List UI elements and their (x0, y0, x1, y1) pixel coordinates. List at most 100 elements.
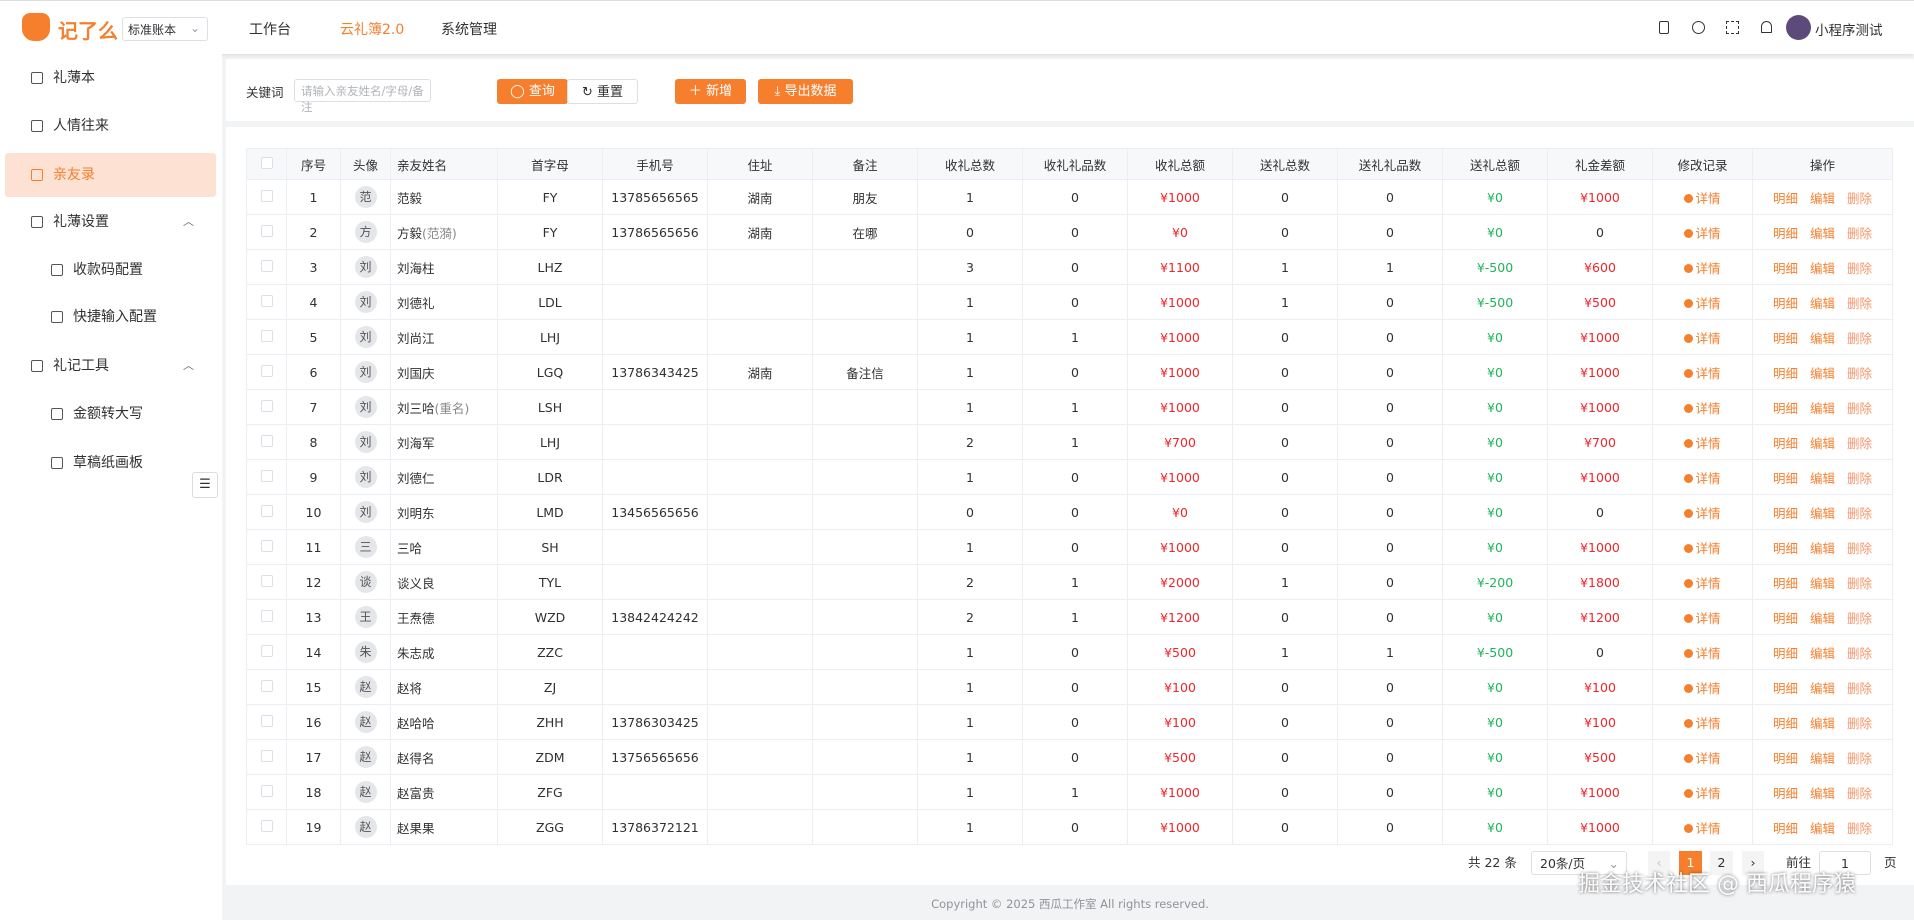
checkbox[interactable] (260, 156, 273, 169)
detail-link[interactable]: 详情 (1695, 785, 1721, 801)
add-button[interactable]: ＋ 新增 (675, 79, 746, 104)
menu-item[interactable]: 快捷输入配置 (5, 295, 216, 339)
action-link[interactable]: 删除 (1847, 645, 1873, 661)
detail-link[interactable]: 详情 (1695, 470, 1721, 486)
menu-item[interactable]: 礼记工具 ︿ (5, 344, 216, 388)
action-link[interactable]: 编辑 (1809, 435, 1835, 451)
action-link[interactable]: 编辑 (1809, 680, 1835, 696)
action-link[interactable]: 明细 (1772, 820, 1798, 836)
detail-link[interactable]: 详情 (1695, 820, 1721, 836)
action-link[interactable]: 明细 (1772, 190, 1798, 206)
search-input[interactable]: 请输入亲友姓名/字母/备注 (294, 79, 431, 114)
detail-link[interactable]: 详情 (1695, 750, 1721, 766)
detail-link[interactable]: 详情 (1695, 295, 1721, 311)
menu-item[interactable]: 礼薄本 (5, 56, 216, 100)
action-link[interactable]: 删除 (1847, 260, 1873, 276)
action-link[interactable]: 删除 (1847, 785, 1873, 801)
action-link[interactable]: 编辑 (1809, 225, 1835, 241)
checkbox[interactable] (260, 749, 273, 762)
action-link[interactable]: 删除 (1847, 750, 1873, 766)
action-link[interactable]: 删除 (1847, 225, 1873, 241)
action-link[interactable]: 编辑 (1809, 785, 1835, 801)
action-link[interactable]: 删除 (1847, 470, 1873, 486)
checkbox[interactable] (260, 784, 273, 797)
menu-item[interactable]: 草稿纸画板 (5, 441, 216, 485)
menu-item[interactable]: 亲友录 (5, 153, 216, 197)
next-button[interactable]: › (1742, 851, 1764, 875)
action-link[interactable]: 明细 (1772, 365, 1798, 381)
goto-input[interactable]: 1 (1819, 851, 1871, 875)
action-link[interactable]: 删除 (1847, 610, 1873, 626)
menu-item[interactable]: 金额转大写 (5, 392, 216, 436)
action-link[interactable]: 编辑 (1809, 575, 1835, 591)
detail-link[interactable]: 详情 (1695, 575, 1721, 591)
checkbox[interactable] (260, 679, 273, 692)
action-link[interactable]: 明细 (1772, 610, 1798, 626)
prev-button[interactable]: ‹ (1648, 851, 1670, 875)
action-link[interactable]: 编辑 (1809, 190, 1835, 206)
action-link[interactable]: 删除 (1847, 190, 1873, 206)
action-link[interactable]: 删除 (1847, 365, 1873, 381)
action-link[interactable]: 编辑 (1809, 400, 1835, 416)
icon[interactable] (1726, 21, 1739, 34)
action-link[interactable]: 删除 (1847, 540, 1873, 556)
detail-link[interactable]: 详情 (1695, 610, 1721, 626)
menu-item[interactable]: 收款码配置 (5, 248, 216, 292)
action-link[interactable]: 明细 (1772, 715, 1798, 731)
detail-link[interactable]: 详情 (1695, 400, 1721, 416)
action-link[interactable]: 编辑 (1809, 610, 1835, 626)
action-link[interactable]: 编辑 (1809, 715, 1835, 731)
action-link[interactable]: 删除 (1847, 575, 1873, 591)
action-link[interactable]: 删除 (1847, 435, 1873, 451)
action-link[interactable]: 明细 (1772, 540, 1798, 556)
action-link[interactable]: 编辑 (1809, 260, 1835, 276)
action-link[interactable]: 明细 (1772, 260, 1798, 276)
export-button[interactable]: ⤓ 导出数据 (758, 79, 853, 104)
action-link[interactable]: 编辑 (1809, 330, 1835, 346)
checkbox[interactable] (260, 294, 273, 307)
action-link[interactable]: 编辑 (1809, 540, 1835, 556)
action-link[interactable]: 删除 (1847, 820, 1873, 836)
checkbox[interactable] (260, 504, 273, 517)
checkbox[interactable] (260, 329, 273, 342)
page-button[interactable]: 1 (1679, 851, 1702, 875)
icon[interactable] (1761, 21, 1772, 33)
action-link[interactable]: 编辑 (1809, 295, 1835, 311)
action-link[interactable]: 明细 (1772, 645, 1798, 661)
detail-link[interactable]: 详情 (1695, 330, 1721, 346)
checkbox[interactable] (260, 259, 273, 272)
action-link[interactable]: 明细 (1772, 505, 1798, 521)
checkbox[interactable] (260, 539, 273, 552)
user-name[interactable]: 小程序测试 (1815, 23, 1883, 39)
checkbox[interactable] (260, 714, 273, 727)
checkbox[interactable] (260, 819, 273, 832)
reset-button[interactable]: ↻ 重置 (567, 79, 638, 104)
avatar[interactable] (1786, 15, 1811, 40)
action-link[interactable]: 明细 (1772, 680, 1798, 696)
detail-link[interactable]: 详情 (1695, 225, 1721, 241)
action-link[interactable]: 明细 (1772, 400, 1798, 416)
action-link[interactable]: 编辑 (1809, 820, 1835, 836)
checkbox[interactable] (260, 609, 273, 622)
checkbox[interactable] (260, 189, 273, 202)
detail-link[interactable]: 详情 (1695, 435, 1721, 451)
page-button[interactable]: 2 (1710, 851, 1733, 875)
detail-link[interactable]: 详情 (1695, 260, 1721, 276)
action-link[interactable]: 明细 (1772, 575, 1798, 591)
action-link[interactable]: 编辑 (1809, 365, 1835, 381)
action-link[interactable]: 删除 (1847, 295, 1873, 311)
detail-link[interactable]: 详情 (1695, 715, 1721, 731)
checkbox[interactable] (260, 644, 273, 657)
action-link[interactable]: 删除 (1847, 400, 1873, 416)
detail-link[interactable]: 详情 (1695, 365, 1721, 381)
action-link[interactable]: 明细 (1772, 785, 1798, 801)
action-link[interactable]: 明细 (1772, 225, 1798, 241)
nav-item[interactable]: 云礼簿2.0 (340, 22, 405, 38)
page-size-select[interactable]: 20条/页 ⌄ (1531, 851, 1627, 875)
detail-link[interactable]: 详情 (1695, 540, 1721, 556)
action-link[interactable]: 编辑 (1809, 470, 1835, 486)
action-link[interactable]: 删除 (1847, 330, 1873, 346)
action-link[interactable]: 删除 (1847, 680, 1873, 696)
action-link[interactable]: 明细 (1772, 470, 1798, 486)
detail-link[interactable]: 详情 (1695, 505, 1721, 521)
